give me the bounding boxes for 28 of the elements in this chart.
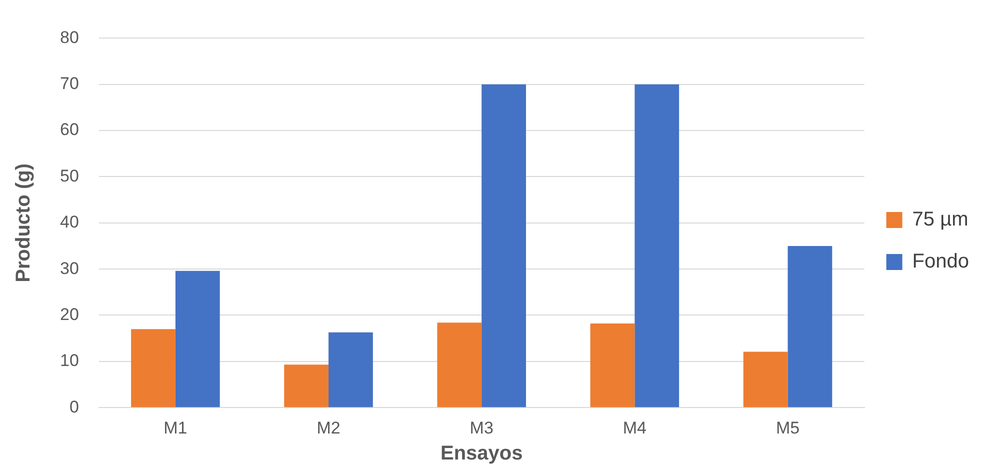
x-tick-label: M1 — [164, 418, 188, 438]
bar — [175, 270, 220, 408]
legend-label: 75 µm — [912, 208, 968, 231]
x-tick-label: M4 — [622, 418, 646, 438]
y-tick-label: 20 — [60, 304, 79, 324]
bar — [328, 332, 373, 408]
x-tick-label: M5 — [776, 418, 800, 438]
bar — [482, 84, 526, 408]
bar — [743, 352, 788, 408]
y-tick-label: 30 — [60, 258, 79, 278]
y-tick-label: 0 — [69, 397, 79, 416]
bar — [788, 246, 832, 408]
legend-label: Fondo — [912, 250, 970, 273]
bar — [634, 84, 680, 408]
y-tick-label: 70 — [60, 74, 79, 94]
x-tick-label: M2 — [316, 418, 340, 438]
y-axis-title: Producto (g) — [12, 163, 35, 282]
y-tick-label: 10 — [60, 351, 79, 370]
x-axis-title: Ensayos — [440, 442, 523, 465]
x-tick-label: M3 — [470, 418, 494, 438]
bar — [284, 364, 329, 408]
y-tick-label: 40 — [60, 212, 79, 232]
y-tick-label: 80 — [60, 28, 79, 47]
bar — [590, 324, 635, 408]
y-tick-label: 50 — [60, 166, 79, 186]
bar — [131, 329, 176, 408]
y-tick-label: 60 — [60, 120, 79, 140]
bar — [437, 322, 482, 408]
